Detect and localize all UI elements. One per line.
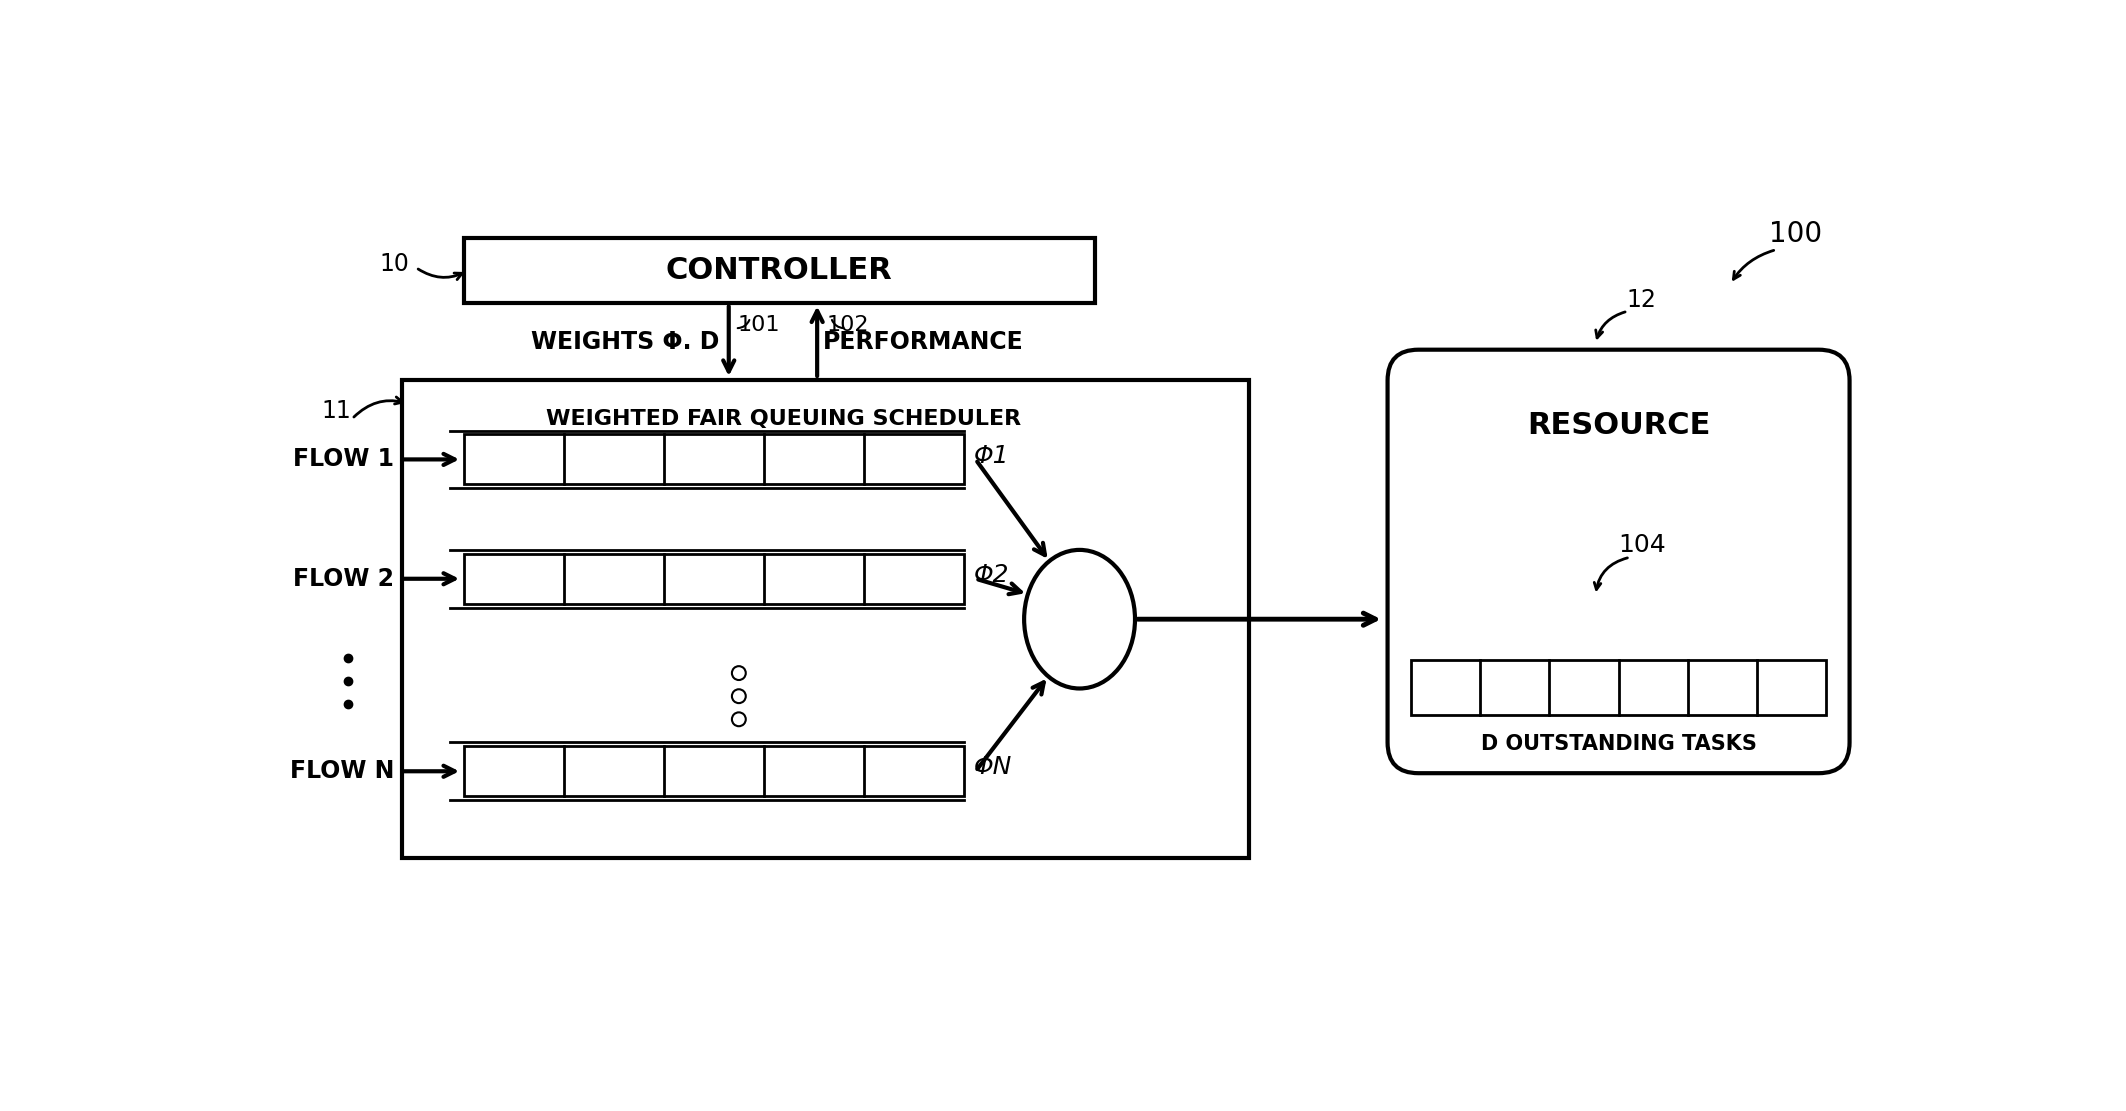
Text: ΦN: ΦN <box>974 755 1012 780</box>
Bar <box>463 434 963 484</box>
Text: 102: 102 <box>827 316 870 336</box>
Text: CONTROLLER: CONTROLLER <box>665 257 893 286</box>
Bar <box>402 380 1248 858</box>
Ellipse shape <box>1025 550 1135 689</box>
Text: D OUTSTANDING TASKS: D OUTSTANDING TASKS <box>1480 734 1756 754</box>
Text: PERFORMANCE: PERFORMANCE <box>823 330 1025 354</box>
Text: 12: 12 <box>1626 288 1656 312</box>
FancyBboxPatch shape <box>1388 350 1850 773</box>
Text: RESOURCE: RESOURCE <box>1526 411 1709 440</box>
Bar <box>463 238 1095 303</box>
Circle shape <box>731 712 746 727</box>
Text: 104: 104 <box>1618 532 1665 557</box>
Text: FLOW 1: FLOW 1 <box>293 448 393 471</box>
Text: 101: 101 <box>738 316 780 336</box>
Bar <box>463 747 963 797</box>
Text: WEIGHTS Φ. D: WEIGHTS Φ. D <box>532 330 719 354</box>
Bar <box>463 553 963 603</box>
Text: 100: 100 <box>1769 220 1822 248</box>
Circle shape <box>731 667 746 680</box>
Text: 10: 10 <box>378 252 408 277</box>
Text: Φ2: Φ2 <box>974 563 1010 587</box>
Text: 11: 11 <box>321 399 351 423</box>
Text: FLOW N: FLOW N <box>289 759 393 783</box>
Text: WEIGHTED FAIR QUEUING SCHEDULER: WEIGHTED FAIR QUEUING SCHEDULER <box>546 409 1020 429</box>
Text: FLOW 2: FLOW 2 <box>293 567 393 591</box>
Bar <box>1412 660 1826 715</box>
Text: Φ1: Φ1 <box>974 443 1010 468</box>
Circle shape <box>731 689 746 703</box>
